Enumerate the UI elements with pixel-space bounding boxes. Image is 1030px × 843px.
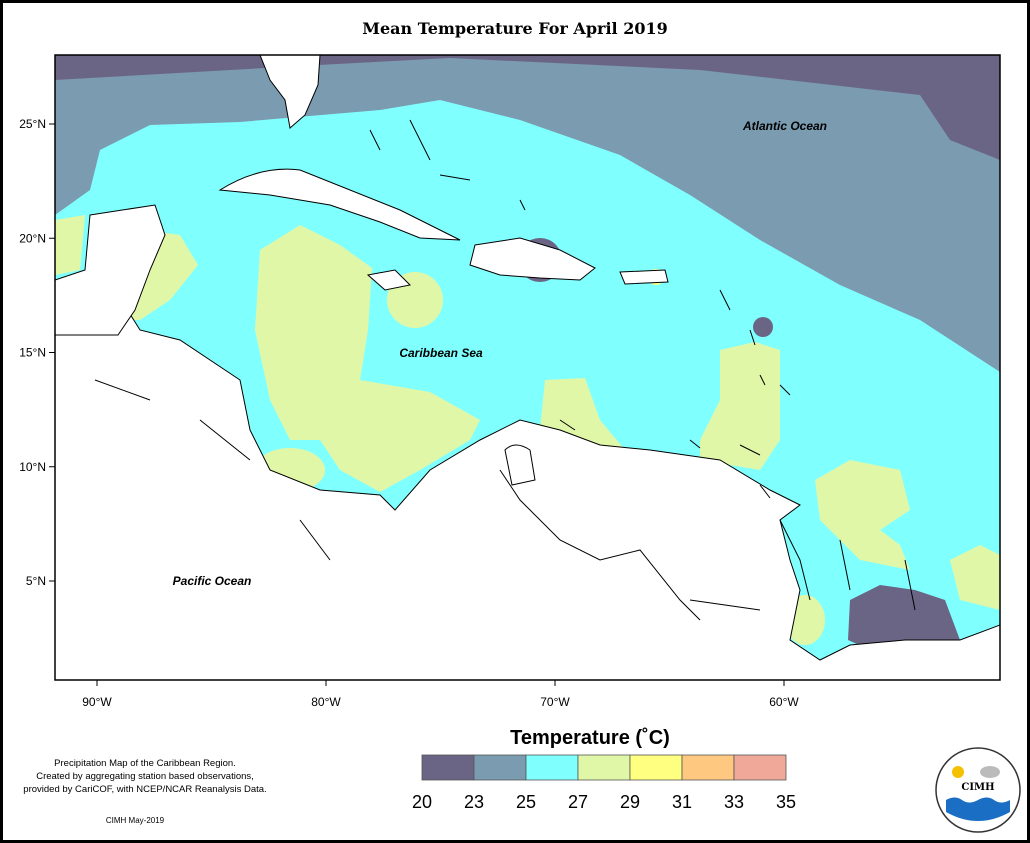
logo-cloud (980, 766, 1000, 778)
legend-swatch (733, 754, 787, 781)
legend-swatch (629, 754, 683, 781)
zone (700, 342, 780, 470)
logo-text: CIMH (961, 782, 994, 793)
legend-break-label: 23 (464, 792, 484, 812)
legend-break-label: 27 (568, 792, 588, 812)
legend-swatch (525, 754, 579, 781)
logo: CIMH (935, 747, 1021, 833)
map-frame (54, 54, 1001, 681)
zone (848, 585, 960, 650)
land (469, 237, 596, 281)
land (619, 269, 669, 285)
legend-swatch (577, 754, 631, 781)
legend-swatch (473, 754, 527, 781)
land (504, 444, 536, 486)
lat-tick-label: 5°N (26, 574, 46, 588)
lat-tick-label: 10°N (19, 460, 46, 474)
zone (55, 55, 1000, 372)
zone (950, 545, 1000, 610)
footnote-line: Precipitation Map of the Caribbean Regio… (54, 758, 236, 769)
zone (55, 215, 85, 275)
legend-break-label: 33 (724, 792, 744, 812)
title: Mean Temperature For April 2019 (362, 19, 667, 38)
zone (255, 225, 480, 492)
lat-tick-label: 15°N (19, 346, 46, 360)
land (366, 269, 412, 291)
land (218, 168, 461, 241)
legend-swatch (421, 754, 475, 781)
footnote-line: provided by CariCOF, with NCEP/NCAR Rean… (23, 784, 266, 795)
legend: 20 23 25 27 29 31 33 35 (412, 754, 796, 812)
legend-break-label: 35 (776, 792, 796, 812)
land (259, 55, 321, 129)
lon-tick-label: 60°W (769, 695, 799, 709)
ocean-label: Caribbean Sea (399, 346, 483, 360)
lon-tick-label: 90°W (82, 695, 112, 709)
legend-title: Temperature (˚C) (510, 726, 670, 749)
land (55, 204, 166, 336)
legend-break-label: 31 (672, 792, 692, 812)
ocean-label: Atlantic Ocean (742, 119, 827, 133)
land (55, 289, 1000, 680)
credit: CIMH May-2019 (106, 816, 165, 825)
coastline (369, 119, 791, 499)
logo-sun (952, 766, 964, 778)
footnote: Precipitation Map of the Caribbean Regio… (23, 758, 266, 795)
legend-break-label: 29 (620, 792, 640, 812)
border (94, 379, 916, 621)
legend-break-label: 20 (412, 792, 432, 812)
lat-tick-label: 20°N (19, 231, 46, 245)
footnote-line: Created by aggregating station based obs… (36, 771, 254, 782)
legend-swatch (681, 754, 735, 781)
zone (815, 460, 910, 570)
legend-break-label: 25 (516, 792, 536, 812)
lat-tick-label: 25°N (19, 117, 46, 131)
map (55, 55, 1000, 680)
lon-tick-label: 80°W (311, 695, 341, 709)
zone (753, 317, 773, 337)
ocean-label: Pacific Ocean (173, 574, 252, 588)
zone (55, 55, 1000, 160)
lon-tick-label: 70°W (540, 695, 570, 709)
logo-waves (946, 797, 1010, 821)
